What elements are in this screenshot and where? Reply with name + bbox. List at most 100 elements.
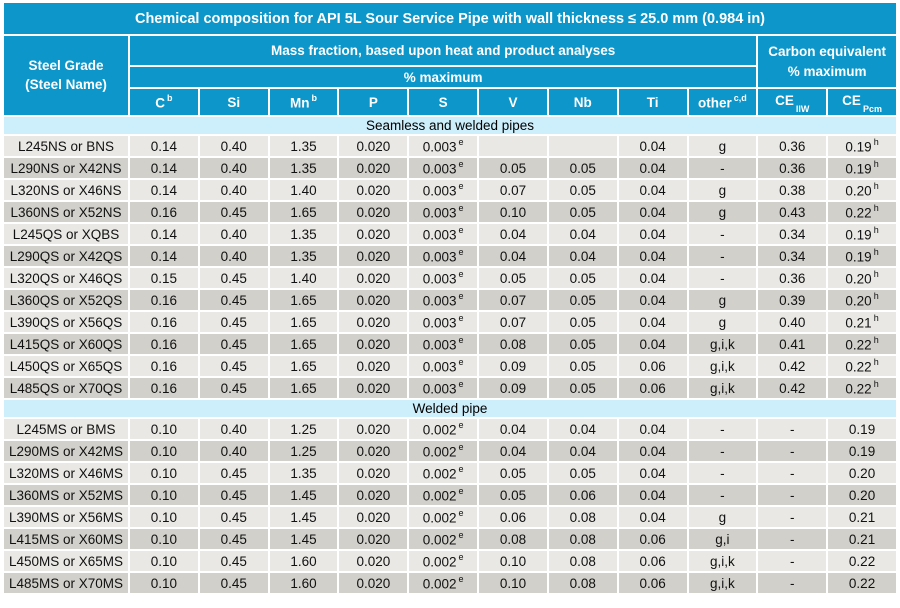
data-cell: 0.003 e [409, 290, 478, 310]
footnote-marker: e [458, 441, 464, 452]
data-cell: 0.020 [339, 290, 408, 310]
steel-grade-cell: L320NS or X46NS [4, 180, 128, 200]
data-cell: 0.39 [758, 290, 827, 310]
data-cell: 1.25 [269, 419, 338, 439]
footnote-marker: e [458, 529, 464, 540]
data-cell: 0.14 [130, 180, 198, 200]
table-row: L450QS or X65QS 0.16 0.45 1.65 0.020 0.003 e 0.… [4, 356, 896, 376]
steel-grade-cell: L390MS or X56MS [4, 507, 128, 527]
data-cell: 0.21 [828, 529, 896, 549]
data-cell: 0.002 e [409, 463, 478, 483]
table-row: L485MS or X70MS 0.10 0.45 1.60 0.020 0.002 e 0.… [4, 573, 896, 593]
footnote-marker: e [458, 507, 464, 518]
chemical-composition-table: Chemical composition for API 5L Sour Ser… [2, 1, 898, 595]
steel-grade-cell: L290QS or X42QS [4, 246, 128, 266]
data-cell: 0.04 [479, 419, 547, 439]
data-cell: 0.003 e [409, 334, 478, 354]
data-cell: 0.07 [479, 312, 547, 332]
table-row: L390MS or X56MS 0.10 0.45 1.45 0.020 0.002 e 0.… [4, 507, 896, 527]
data-cell: 0.45 [199, 529, 268, 549]
data-cell: 0.06 [618, 551, 687, 571]
data-cell: - [688, 224, 757, 244]
data-cell: 0.04 [618, 158, 687, 178]
data-cell: 0.04 [548, 246, 617, 266]
data-cell: 0.07 [479, 290, 547, 310]
data-cell: 0.10 [130, 529, 198, 549]
data-cell: 0.06 [479, 507, 547, 527]
data-cell: 0.05 [548, 334, 617, 354]
footnote-marker: e [458, 334, 464, 345]
data-cell: 0.04 [618, 202, 687, 222]
data-cell: 0.020 [339, 507, 408, 527]
data-cell: 0.22 h [828, 356, 896, 376]
footnote-marker: e [458, 419, 464, 430]
data-cell: 0.20 h [828, 290, 896, 310]
steel-grade-cell: L320QS or X46QS [4, 268, 128, 288]
data-cell: 0.05 [548, 356, 617, 376]
table-row: L245QS or XQBS 0.14 0.40 1.35 0.020 0.003 e 0.0… [4, 224, 896, 244]
data-cell: 0.09 [479, 356, 547, 376]
data-cell: 0.002 e [409, 529, 478, 549]
data-cell: 0.36 [758, 158, 827, 178]
data-cell: 0.05 [548, 180, 617, 200]
data-cell: 0.14 [130, 246, 198, 266]
data-cell: 0.04 [548, 419, 617, 439]
footnote-marker: h [873, 246, 879, 257]
data-cell: 0.04 [618, 246, 687, 266]
element-header-v: V [479, 89, 547, 115]
data-cell: 0.40 [199, 180, 268, 200]
data-cell: 0.34 [758, 246, 827, 266]
table-row: L360QS or X52QS 0.16 0.45 1.65 0.020 0.003 e 0.… [4, 290, 896, 310]
subscript-label: Pcm [862, 103, 882, 114]
data-cell: 0.10 [130, 485, 198, 505]
data-cell: 0.06 [618, 378, 687, 398]
data-cell: 0.05 [479, 158, 547, 178]
data-cell: 0.21 [828, 507, 896, 527]
steel-grade-cell: L450QS or X65QS [4, 356, 128, 376]
element-header-ce-pcm: CEPcm [828, 89, 896, 115]
data-cell: g [688, 180, 757, 200]
data-cell: 0.020 [339, 419, 408, 439]
data-cell: 0.40 [199, 158, 268, 178]
footnote-marker: e [458, 378, 464, 389]
data-cell: 0.45 [199, 378, 268, 398]
data-cell: 0.04 [479, 224, 547, 244]
steel-grade-cell: L360QS or X52QS [4, 290, 128, 310]
footnote-marker: e [458, 268, 464, 279]
data-cell: 0.40 [758, 312, 827, 332]
data-cell: 0.19 h [828, 136, 896, 156]
section-label: Welded pipe [4, 400, 896, 417]
data-cell: 0.020 [339, 356, 408, 376]
section-row: Welded pipe [4, 400, 896, 417]
data-cell: 0.003 e [409, 158, 478, 178]
footnote-marker: c,d [733, 92, 747, 103]
data-cell: g,i [688, 529, 757, 549]
data-cell: 0.36 [758, 268, 827, 288]
data-cell: 0.002 e [409, 485, 478, 505]
data-cell: 0.10 [479, 551, 547, 571]
footnote-marker: h [873, 136, 879, 147]
data-cell: 0.05 [548, 312, 617, 332]
data-cell: 0.45 [199, 551, 268, 571]
steel-grade-cell: L485QS or X70QS [4, 378, 128, 398]
data-cell: 0.020 [339, 158, 408, 178]
steel-grade-cell: L415MS or X60MS [4, 529, 128, 549]
percent-maximum-row: % maximum [4, 67, 896, 87]
data-cell: 0.20 h [828, 180, 896, 200]
data-cell: - [758, 507, 827, 527]
table-row: L450MS or X65MS 0.10 0.45 1.60 0.020 0.002 e 0.… [4, 551, 896, 571]
data-cell: 0.07 [479, 180, 547, 200]
data-cell: - [758, 485, 827, 505]
table-row: L390QS or X56QS 0.16 0.45 1.65 0.020 0.003 e 0.… [4, 312, 896, 332]
steel-grade-cell: L290MS or X42MS [4, 441, 128, 461]
data-cell: 0.10 [130, 573, 198, 593]
title-row: Chemical composition for API 5L Sour Ser… [4, 3, 896, 34]
data-cell: 0.40 [199, 441, 268, 461]
data-cell: 1.35 [269, 246, 338, 266]
data-cell: 0.40 [199, 224, 268, 244]
footnote-marker: h [873, 378, 879, 389]
data-cell: 0.020 [339, 378, 408, 398]
data-cell: - [688, 158, 757, 178]
data-cell: 0.08 [479, 334, 547, 354]
